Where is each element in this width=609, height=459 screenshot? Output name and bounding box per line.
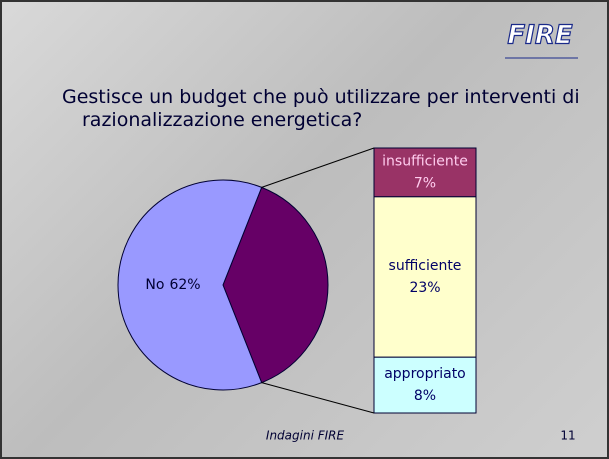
slide: Gestisce un budget che può utilizzare pe… [0, 0, 609, 459]
bar-category: appropriato [384, 366, 466, 382]
pie-label: No 62% [145, 277, 200, 293]
bar-value-label: 7% [414, 175, 436, 191]
bar-value-label: 8% [414, 388, 436, 404]
connector [262, 383, 374, 413]
page-number: 11 [560, 429, 575, 443]
bar-category: insufficiente [382, 153, 468, 169]
bar-category: sufficiente [389, 258, 462, 274]
pie-category: No [145, 277, 164, 293]
pie-value-label: 62% [169, 277, 200, 293]
connector [262, 148, 374, 187]
logo: FIRE [507, 21, 572, 51]
bar-segment [374, 197, 476, 357]
bar-value-label: 23% [409, 280, 440, 296]
chart: FIRE Indagini FIRE 11 No 62% insufficiente… [0, 0, 609, 459]
footer-text: Indagini FIRE [266, 429, 345, 443]
